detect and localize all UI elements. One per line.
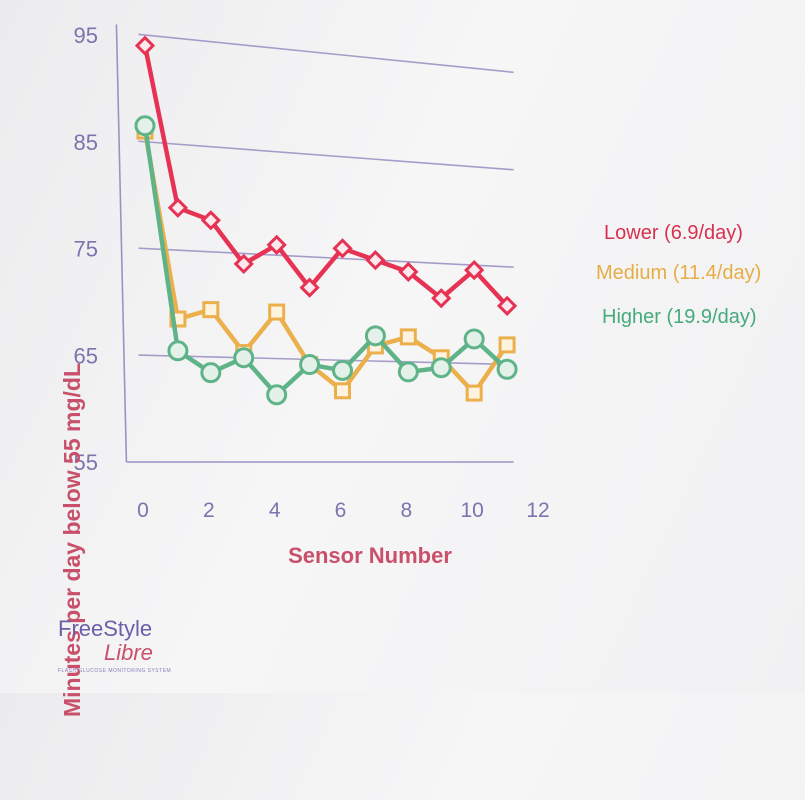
gridline <box>138 354 514 366</box>
data-point-square <box>465 384 483 402</box>
logo-line2: Libre <box>104 640 153 665</box>
data-point-diamond <box>167 197 189 218</box>
data-point-diamond <box>233 253 254 275</box>
x-tick-labels: 0 2 4 6 8 10 12 <box>137 499 550 522</box>
logo-line1: FreeStyle <box>58 616 153 641</box>
y-axis-title: Minutes per day below 55 mg/dL <box>59 363 85 718</box>
data-point-square <box>334 382 351 400</box>
legend-lower: Lower (6.9/day) <box>604 222 743 244</box>
data-point-square <box>498 336 516 354</box>
axes <box>115 24 514 463</box>
y-axis-line <box>115 24 128 463</box>
data-point-circle <box>430 357 452 379</box>
data-point-circle <box>167 340 189 362</box>
data-point-square <box>202 301 220 319</box>
data-point-circle <box>299 354 321 376</box>
data-point-circle <box>463 328 485 350</box>
data-point-circle <box>134 115 156 137</box>
y-tick-label: 65 <box>74 343 98 368</box>
logo-tagline: FLASH GLUCOSE MONITORING SYSTEM <box>58 668 172 674</box>
data-point-diamond <box>299 277 320 298</box>
x-axis-title: Sensor Number <box>288 543 452 568</box>
gridlines <box>138 33 514 366</box>
data-point-circle <box>200 362 222 384</box>
series-higher <box>134 115 518 406</box>
data-point-circle <box>266 384 288 406</box>
gridline <box>138 140 514 171</box>
gridline <box>138 247 514 268</box>
y-tick-label: 95 <box>74 23 98 48</box>
data-point-square <box>268 303 286 321</box>
freestyle-libre-logo: FreeStyle Libre FLASH GLUCOSE MONITORING… <box>58 616 171 674</box>
y-tick-labels: 95 85 75 65 55 <box>74 23 98 475</box>
legend-higher: Higher (19.9/day) <box>602 306 757 328</box>
x-tick-label: 0 <box>137 499 149 522</box>
y-tick-label: 75 <box>74 237 98 262</box>
series-line <box>142 43 510 309</box>
y-tick-label: 55 <box>74 450 98 475</box>
data-point-circle <box>496 358 518 380</box>
data-point-diamond <box>496 295 518 316</box>
data-point-diamond <box>464 259 485 281</box>
data-point-diamond <box>365 250 386 271</box>
data-point-diamond <box>200 210 221 231</box>
x-tick-label: 6 <box>335 499 347 522</box>
x-tick-label: 2 <box>203 499 215 522</box>
data-point-circle <box>332 359 353 381</box>
data-point-circle <box>364 325 386 347</box>
data-point-diamond <box>266 234 287 255</box>
data-point-square <box>399 328 417 346</box>
series-line <box>142 128 510 396</box>
series-line <box>142 123 510 398</box>
series-group <box>134 35 518 406</box>
data-point-circle <box>397 361 419 383</box>
data-point-diamond <box>398 261 419 282</box>
y-tick-label: 85 <box>74 130 98 155</box>
data-point-diamond <box>431 288 452 309</box>
data-point-circle <box>233 347 255 369</box>
x-tick-label: 4 <box>269 499 281 522</box>
x-tick-label: 12 <box>526 499 549 522</box>
data-point-diamond <box>332 238 353 259</box>
gridline <box>138 33 514 74</box>
x-tick-label: 10 <box>460 499 483 522</box>
legend-medium: Medium (11.4/day) <box>596 262 762 284</box>
data-point-diamond <box>134 35 156 56</box>
series-lower <box>134 35 518 316</box>
chart-canvas: 95 85 75 65 55 0 2 4 6 8 10 12 <box>74 23 550 522</box>
x-tick-label: 8 <box>400 499 412 522</box>
